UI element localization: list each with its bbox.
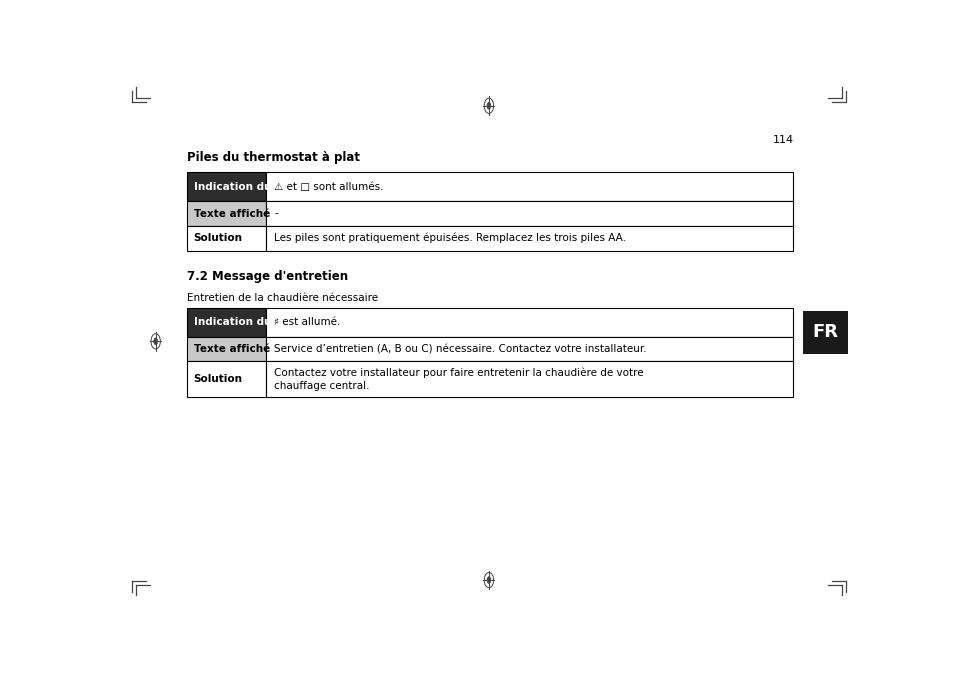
FancyBboxPatch shape <box>187 337 266 362</box>
FancyBboxPatch shape <box>187 172 266 201</box>
Text: Indication du défaut: Indication du défaut <box>193 317 314 327</box>
Ellipse shape <box>153 338 157 345</box>
FancyBboxPatch shape <box>187 308 266 337</box>
Text: Indication du défaut: Indication du défaut <box>193 182 314 191</box>
Text: Service d’entretien (A, B ou C) nécessaire. Contactez votre installateur.: Service d’entretien (A, B ou C) nécessai… <box>274 344 646 354</box>
FancyBboxPatch shape <box>187 362 266 397</box>
Text: Piles du thermostat à plat: Piles du thermostat à plat <box>187 151 360 164</box>
Text: Texte affiché: Texte affiché <box>193 344 270 354</box>
FancyBboxPatch shape <box>266 308 793 337</box>
Text: FR: FR <box>811 323 838 341</box>
FancyBboxPatch shape <box>266 362 793 397</box>
FancyBboxPatch shape <box>187 201 266 226</box>
FancyBboxPatch shape <box>266 226 793 251</box>
FancyBboxPatch shape <box>266 337 793 362</box>
FancyBboxPatch shape <box>802 310 847 354</box>
Ellipse shape <box>486 577 491 583</box>
Text: Entretien de la chaudière nécessaire: Entretien de la chaudière nécessaire <box>187 293 378 303</box>
Ellipse shape <box>820 338 823 345</box>
Text: Contactez votre installateur pour faire entretenir la chaudière de votre
chauffa: Contactez votre installateur pour faire … <box>274 367 643 391</box>
Ellipse shape <box>486 102 491 109</box>
Text: ⚠ et □ sont allumés.: ⚠ et □ sont allumés. <box>274 182 383 191</box>
Text: Les piles sont pratiquement épuisées. Remplacez les trois piles AA.: Les piles sont pratiquement épuisées. Re… <box>274 233 625 243</box>
Text: 114: 114 <box>772 135 793 145</box>
Text: Solution: Solution <box>193 374 242 384</box>
FancyBboxPatch shape <box>266 172 793 201</box>
FancyBboxPatch shape <box>266 201 793 226</box>
Text: 7.2 Message d'entretien: 7.2 Message d'entretien <box>187 270 348 283</box>
Text: ♯ est allumé.: ♯ est allumé. <box>274 317 340 327</box>
Text: Texte affiché: Texte affiché <box>193 209 270 218</box>
FancyBboxPatch shape <box>187 226 266 251</box>
Text: -: - <box>274 209 277 218</box>
Text: Solution: Solution <box>193 233 242 243</box>
